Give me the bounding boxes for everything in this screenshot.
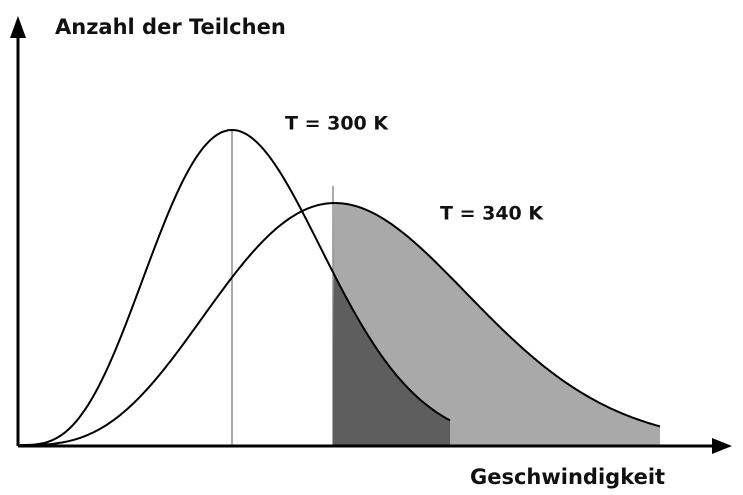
x-axis-label: Geschwindigkeit	[470, 465, 665, 489]
x-axis-arrow	[712, 438, 732, 454]
curve-300	[20, 128, 451, 446]
curve-label: T = 340 K	[440, 203, 544, 225]
curve-340	[20, 202, 661, 446]
y-axis-label: Anzahl der Teilchen	[55, 15, 286, 39]
y-axis-arrow	[10, 16, 26, 38]
shaded-area-300	[333, 274, 450, 445]
curve-label: T = 300 K	[285, 113, 389, 135]
